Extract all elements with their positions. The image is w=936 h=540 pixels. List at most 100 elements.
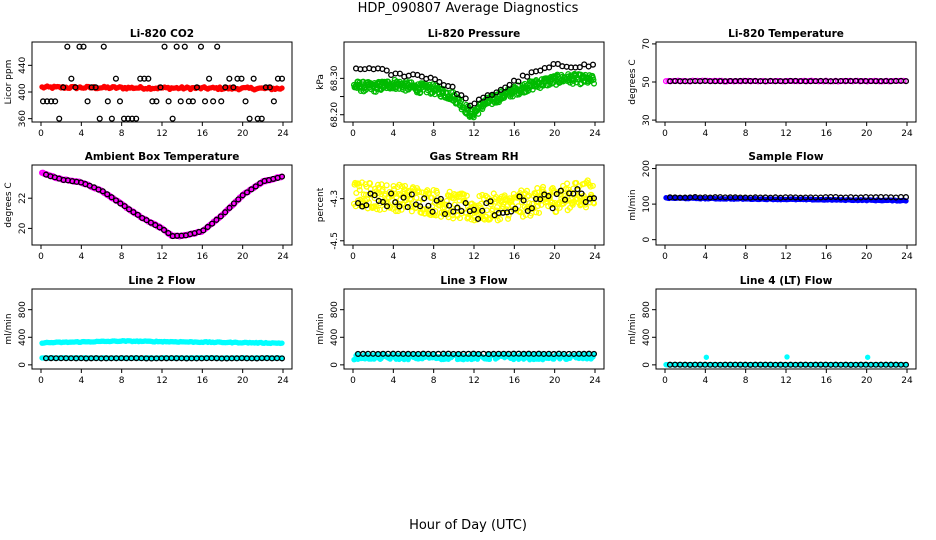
- data-point: [235, 196, 242, 203]
- x-tick-label: 8: [431, 252, 437, 262]
- y-tick-label: 0: [642, 237, 652, 243]
- data-point: [356, 183, 363, 190]
- x-axis-caption: Hour of Day (UTC): [409, 518, 527, 533]
- y-tick-label: 0: [642, 362, 652, 368]
- x-tick-label: 16: [509, 376, 521, 386]
- data-point: [96, 115, 103, 122]
- data-point: [557, 187, 564, 194]
- data-point: [234, 75, 241, 82]
- data-point: [108, 194, 115, 201]
- data-point: [243, 189, 251, 196]
- data-points: [351, 350, 598, 363]
- x-tick-label: 0: [350, 129, 356, 139]
- data-point: [902, 194, 910, 201]
- data-point: [121, 203, 128, 210]
- data-point: [355, 180, 362, 187]
- x-tick-label: 12: [468, 252, 479, 262]
- x-tick-label: 20: [549, 129, 561, 139]
- panel-pressure: Li-820 Pressure kPa 0 4 8 12 16 20 24 68.20 68.30: [316, 28, 605, 139]
- x-tick-label: 24: [901, 376, 913, 386]
- x-tick-label: 4: [702, 252, 708, 262]
- x-tick-label: 12: [468, 376, 479, 386]
- data-point: [129, 115, 136, 122]
- data-point: [108, 115, 115, 122]
- data-point: [489, 91, 496, 98]
- data-point: [254, 115, 261, 122]
- y-tick-label: 200: [642, 160, 652, 177]
- data-point: [147, 219, 154, 226]
- series-raw: [352, 60, 597, 109]
- data-point: [553, 191, 560, 198]
- data-points: [38, 169, 286, 240]
- data-point: [546, 64, 553, 71]
- data-points: [663, 193, 910, 204]
- data-point: [165, 229, 172, 237]
- data-point: [470, 114, 477, 121]
- y-axis-label: ml/min: [628, 189, 638, 220]
- data-point: [201, 98, 209, 105]
- data-point: [379, 186, 386, 193]
- y-tick-label: -4.3: [330, 190, 340, 208]
- data-point: [206, 75, 213, 82]
- series-mean: [351, 351, 597, 363]
- figure-title: HDP_090807 Average Diagnostics: [357, 1, 579, 16]
- x-tick-label: 12: [780, 376, 791, 386]
- data-point: [564, 180, 571, 187]
- data-point: [533, 209, 540, 216]
- y-tick-label: 440: [18, 56, 28, 73]
- data-point: [534, 202, 541, 210]
- data-point: [458, 92, 465, 99]
- data-point: [209, 220, 216, 227]
- data-point: [535, 209, 543, 216]
- data-point: [278, 173, 286, 180]
- data-point: [84, 98, 91, 105]
- data-point: [493, 89, 500, 96]
- data-point: [416, 189, 423, 196]
- x-tick-label: 20: [237, 376, 249, 386]
- data-point: [210, 98, 217, 105]
- data-point: [52, 98, 59, 105]
- y-tick-label: 800: [18, 301, 28, 318]
- data-point: [279, 340, 285, 346]
- data-point: [431, 76, 439, 83]
- panel-title: Gas Stream RH: [429, 151, 518, 163]
- data-point: [468, 216, 475, 223]
- x-tick-label: 20: [237, 252, 249, 262]
- x-tick-label: 16: [509, 129, 521, 139]
- data-point: [388, 190, 395, 197]
- data-point: [404, 204, 411, 211]
- x-tick-label: 16: [821, 252, 833, 262]
- y-axis-label: ml/min: [316, 313, 326, 344]
- data-point: [396, 203, 403, 210]
- data-point: [505, 212, 512, 219]
- series-high: [39, 338, 285, 347]
- x-tick-label: 0: [38, 252, 44, 262]
- data-point: [462, 95, 469, 102]
- x-tick-label: 24: [277, 252, 289, 262]
- data-point: [88, 84, 95, 91]
- x-tick-label: 0: [662, 129, 668, 139]
- data-point: [137, 75, 144, 82]
- x-tick-label: 4: [78, 129, 84, 139]
- x-tick-label: 0: [38, 129, 44, 139]
- y-tick-label: 20: [18, 222, 28, 234]
- data-point: [524, 193, 531, 200]
- data-point: [371, 195, 378, 202]
- panel-title: Li-820 CO2: [130, 28, 194, 40]
- data-point: [104, 98, 111, 105]
- x-tick-label: 20: [237, 129, 249, 139]
- data-point: [230, 84, 237, 91]
- data-point: [72, 84, 79, 91]
- data-point: [145, 75, 152, 82]
- series-mean: [39, 83, 285, 93]
- data-point: [383, 203, 391, 210]
- data-point: [226, 204, 233, 211]
- data-point: [494, 204, 501, 211]
- data-point: [537, 196, 544, 203]
- data-point: [479, 207, 486, 214]
- y-axis-label: degrees C: [628, 59, 638, 104]
- data-points: [350, 177, 598, 224]
- data-point: [512, 205, 519, 212]
- data-point: [197, 43, 205, 50]
- data-point: [506, 81, 513, 88]
